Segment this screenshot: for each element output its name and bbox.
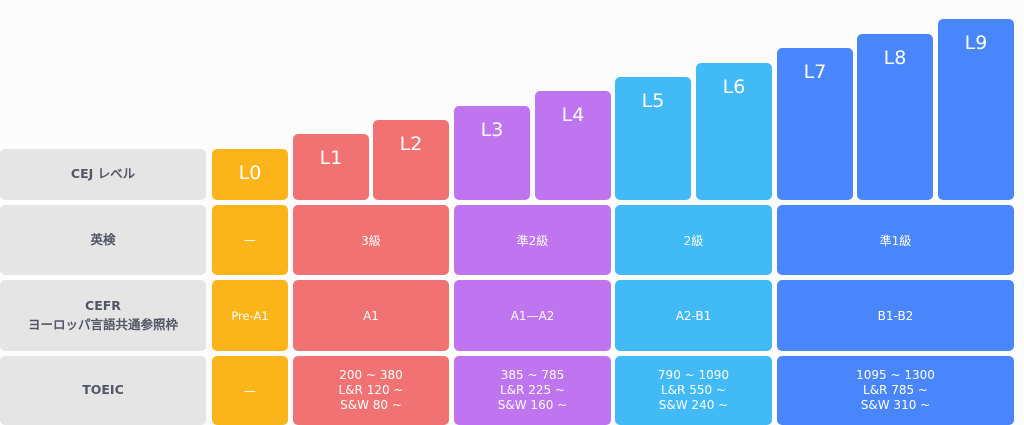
eiken-l5-l6: 2級 (615, 205, 772, 275)
cefr-l5-l6-value: A2-B1 (675, 308, 712, 323)
eiken-l7-l9-value: 準1級 (879, 233, 912, 248)
level-l4-label: L4 (561, 104, 585, 126)
row-label-toeic: TOEIC (0, 356, 206, 425)
level-l8-label: L8 (883, 47, 907, 69)
toeic-l0: — (212, 356, 288, 425)
level-l1: L1 (293, 134, 369, 200)
level-l5: L5 (615, 77, 691, 200)
row-label-cefr-subtitle: ヨーロッパ言語共通参照枠 (27, 316, 178, 332)
level-l9: L9 (938, 19, 1014, 200)
toeic-l5-l6-total: 790 ~ 1090 (657, 368, 730, 382)
cefr-l1-l2: A1 (293, 280, 449, 351)
level-l1-label: L1 (319, 147, 343, 169)
level-l6: L6 (696, 63, 772, 200)
toeic-l5-l6: 790 ~ 1090 L&R 550 ~ S&W 240 ~ (615, 356, 772, 425)
cefr-l7-l9: B1-B2 (777, 280, 1014, 351)
cefr-l0-value: Pre-A1 (231, 308, 269, 323)
row-label-toeic-text: TOEIC (82, 382, 124, 398)
level-l2: L2 (373, 120, 449, 200)
toeic-l3-l4-total: 385 ~ 785 (500, 368, 565, 382)
row-label-cej: CEJ レベル (0, 149, 206, 200)
cefr-l3-l4: A1—A2 (454, 280, 611, 351)
toeic-l3-l4-lr: L&R 225 ~ (500, 383, 565, 397)
level-l6-label: L6 (722, 76, 746, 98)
row-label-cefr-title: CEFR (85, 298, 121, 314)
level-l9-label: L9 (964, 32, 988, 54)
row-label-cej-text: CEJ レベル (70, 166, 136, 182)
level-l7-label: L7 (803, 61, 827, 83)
toeic-l1-l2-sw: S&W 80 ~ (340, 398, 402, 412)
toeic-l1-l2: 200 ~ 380 L&R 120 ~ S&W 80 ~ (293, 356, 449, 425)
cefr-l5-l6: A2-B1 (615, 280, 772, 351)
toeic-l5-l6-sw: S&W 240 ~ (658, 398, 729, 412)
eiken-l1-l2: 3級 (293, 205, 449, 275)
row-label-eiken-text: 英検 (90, 231, 116, 247)
toeic-l1-l2-total: 200 ~ 380 (339, 368, 403, 382)
toeic-l0-value: — (244, 383, 256, 398)
toeic-l7-l9: 1095 ~ 1300 L&R 785 ~ S&W 310 ~ (777, 356, 1014, 425)
eiken-l7-l9: 準1級 (777, 205, 1014, 275)
toeic-l7-l9-total: 1095 ~ 1300 (856, 368, 935, 382)
eiken-l3-l4: 準2級 (454, 205, 611, 275)
toeic-l3-l4-sw: S&W 160 ~ (497, 398, 568, 412)
eiken-l5-l6-value: 2級 (683, 233, 704, 248)
toeic-l3-l4: 385 ~ 785 L&R 225 ~ S&W 160 ~ (454, 356, 611, 425)
level-l0: L0 (212, 149, 288, 200)
toeic-l1-l2-lr: L&R 120 ~ (338, 383, 404, 397)
toeic-l7-l9-lr: L&R 785 ~ (863, 383, 928, 397)
level-l2-label: L2 (399, 133, 423, 155)
level-l7: L7 (777, 48, 853, 200)
eiken-l0-value: — (244, 233, 256, 247)
toeic-l7-l9-sw: S&W 310 ~ (860, 398, 931, 412)
eiken-l0: — (212, 205, 288, 275)
cefr-l7-l9-value: B1-B2 (877, 308, 914, 323)
row-label-cefr: CEFR ヨーロッパ言語共通参照枠 (0, 280, 206, 351)
level-l3-label: L3 (480, 119, 504, 141)
cefr-l3-l4-value: A1—A2 (510, 308, 555, 323)
level-l8: L8 (857, 34, 933, 200)
eiken-l1-l2-value: 3級 (361, 233, 381, 248)
eiken-l3-l4-value: 準2級 (516, 233, 549, 248)
toeic-l5-l6-lr: L&R 550 ~ (661, 383, 726, 397)
cefr-l0: Pre-A1 (212, 280, 288, 351)
level-l4: L4 (535, 91, 611, 200)
row-label-eiken: 英検 (0, 205, 206, 275)
cefr-l1-l2-value: A1 (363, 308, 379, 323)
level-l5-label: L5 (641, 90, 665, 112)
level-l0-label: L0 (238, 162, 262, 184)
level-l3: L3 (454, 106, 530, 200)
